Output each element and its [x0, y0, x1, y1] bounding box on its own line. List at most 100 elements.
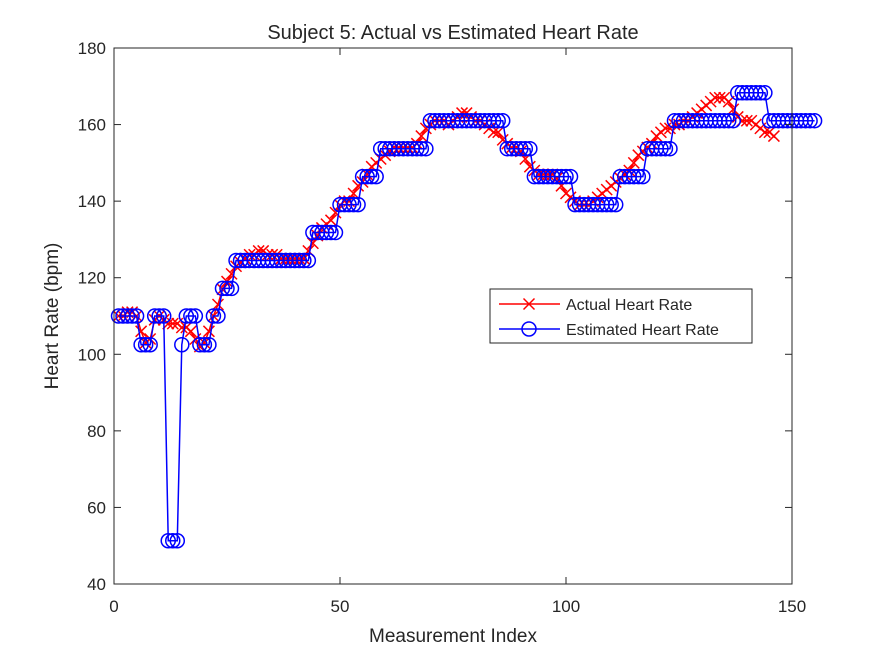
y-tick-label: 140 — [78, 192, 106, 211]
data-point-estimated — [748, 85, 764, 101]
data-point-estimated — [806, 112, 823, 129]
data-point-estimated — [318, 224, 335, 241]
data-point-estimated — [553, 168, 570, 185]
data-point-estimated — [214, 280, 231, 297]
data-point-estimated — [133, 336, 149, 353]
data-point-estimated — [327, 224, 344, 241]
data-point-estimated — [345, 196, 362, 213]
legend-estimated-o-marker — [521, 321, 537, 337]
data-point-estimated — [363, 168, 380, 185]
data-point-estimated — [192, 336, 208, 353]
y-tick-label: 180 — [78, 39, 106, 58]
x-tick-label: 50 — [331, 597, 350, 616]
data-point-estimated — [196, 336, 213, 353]
legend-estimated-label: Estimated Heart Rate — [566, 322, 719, 339]
data-point-estimated — [752, 85, 769, 101]
data-point-actual — [487, 126, 500, 139]
data-point-estimated — [223, 280, 240, 297]
y-axis-label: Heart Rate (bpm) — [42, 243, 63, 390]
data-point-estimated — [128, 308, 145, 324]
x-tick-label: 0 — [109, 597, 118, 616]
axes-box — [113, 47, 793, 585]
data-point-estimated — [169, 532, 186, 549]
data-point-estimated — [300, 252, 317, 269]
data-point-actual — [202, 325, 215, 338]
data-point-actual — [709, 91, 722, 104]
data-point-estimated — [662, 140, 678, 157]
data-point-estimated — [418, 140, 434, 157]
y-tick-label: 100 — [78, 345, 106, 364]
data-point-estimated — [201, 336, 217, 353]
data-point-actual — [740, 114, 753, 127]
data-point-estimated — [626, 168, 642, 185]
data-point-actual — [415, 130, 428, 143]
data-point-estimated — [341, 196, 357, 213]
data-point-estimated — [802, 112, 818, 129]
data-point-estimated — [409, 140, 425, 157]
data-point-estimated — [635, 168, 651, 185]
legend-actual-label: Actual Heart Rate — [566, 297, 692, 314]
data-point-estimated — [155, 308, 172, 324]
data-point-estimated — [490, 112, 506, 129]
y-tick-label: 160 — [78, 116, 106, 135]
data-point-estimated — [142, 336, 158, 353]
data-point-estimated — [296, 252, 312, 269]
data-point-estimated — [368, 168, 384, 185]
data-point-estimated — [165, 532, 181, 549]
x-tick-label: 150 — [778, 597, 806, 616]
data-point-estimated — [720, 112, 737, 129]
data-point-estimated — [178, 308, 195, 324]
data-point-estimated — [160, 532, 176, 549]
legend: Actual Heart Rate Estimated Heart Rate — [489, 288, 753, 344]
data-point-estimated — [291, 252, 308, 269]
series-estimated — [110, 85, 823, 549]
data-point-actual — [324, 214, 337, 227]
y-tick-label: 40 — [87, 575, 106, 594]
data-point-estimated — [413, 140, 430, 157]
data-point-estimated — [657, 140, 674, 157]
data-point-actual — [627, 156, 640, 169]
data-point-estimated — [598, 196, 615, 213]
y-tick-label: 60 — [87, 498, 106, 517]
data-point-actual — [135, 325, 148, 338]
data-point-estimated — [494, 112, 511, 129]
data-point-estimated — [350, 196, 366, 213]
data-point-estimated — [603, 196, 619, 213]
x-tick-label: 100 — [552, 597, 580, 616]
y-tick-label: 120 — [78, 269, 106, 288]
data-point-estimated — [522, 140, 538, 157]
chart-title: Subject 5: Actual vs Estimated Heart Rat… — [267, 22, 638, 44]
data-point-estimated — [119, 308, 136, 324]
x-axis-ticks: 0 50 100 150 — [109, 48, 806, 616]
data-point-actual — [492, 126, 505, 139]
data-point-estimated — [485, 112, 502, 129]
data-point-estimated — [653, 140, 669, 157]
data-point-actual — [713, 91, 726, 104]
data-point-estimated — [137, 336, 154, 353]
legend-actual-x-marker — [522, 297, 536, 311]
data-point-actual — [211, 298, 224, 311]
y-axis-ticks: 40 60 80 100 120 140 160 180 — [78, 39, 792, 594]
data-point-estimated — [607, 196, 624, 213]
series-layer — [110, 85, 823, 549]
data-point-estimated — [124, 308, 140, 324]
data-point-estimated — [323, 224, 339, 241]
data-point-estimated — [716, 112, 732, 129]
data-point-estimated — [562, 168, 579, 185]
data-point-estimated — [174, 336, 190, 353]
data-point-estimated — [187, 308, 204, 324]
data-point-actual — [727, 103, 740, 116]
data-point-actual — [767, 130, 780, 143]
data-point-estimated — [725, 112, 741, 129]
data-point-estimated — [517, 140, 534, 157]
data-point-estimated — [757, 85, 773, 101]
data-point-estimated — [151, 308, 167, 324]
data-point-estimated — [210, 308, 226, 324]
data-point-actual — [184, 325, 197, 338]
data-point-estimated — [513, 140, 529, 157]
data-point-estimated — [219, 280, 235, 297]
data-point-estimated — [359, 168, 375, 185]
data-point-actual — [758, 126, 771, 139]
